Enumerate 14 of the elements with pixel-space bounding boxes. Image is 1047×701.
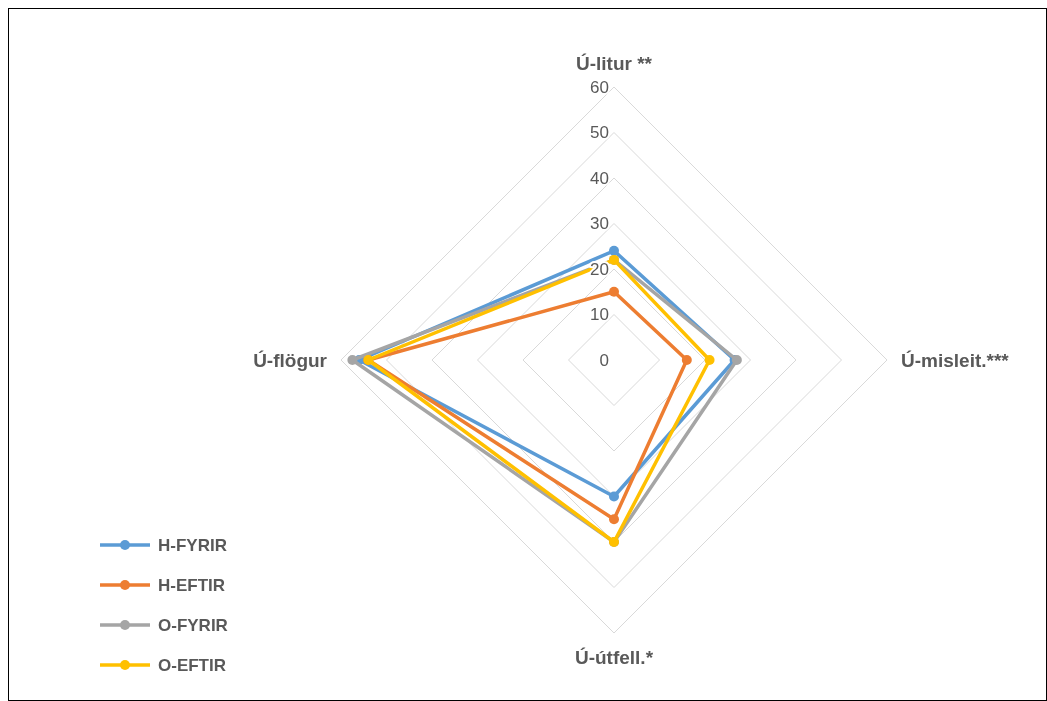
legend-label: H-EFTIR [158, 575, 226, 595]
y-tick-label: 30 [590, 214, 609, 234]
spoke-label: Ú-misleit.*** [901, 349, 1010, 371]
spoke-label: Ú-litur ** [576, 52, 653, 74]
y-tick-label: 0 [599, 350, 609, 370]
legend-label: O-EFTIR [158, 655, 226, 675]
y-tick-label: 40 [590, 168, 609, 188]
legend-label: H-FYRIR [158, 535, 227, 555]
y-tick-label: 50 [590, 123, 609, 143]
spoke-label: Ú-útfell.* [574, 646, 654, 668]
y-tick-label: 10 [590, 305, 609, 325]
spoke-label: Ú-flögur [253, 349, 328, 371]
y-tick-label: 60 [590, 77, 609, 97]
legend-label: O-FYRIR [158, 615, 228, 635]
